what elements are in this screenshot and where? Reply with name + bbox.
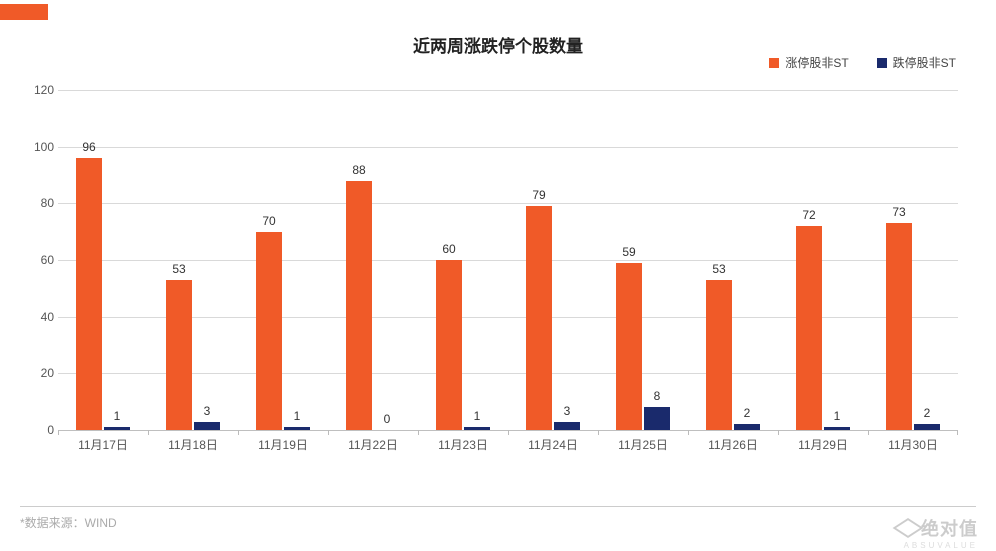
bar-down bbox=[104, 427, 130, 430]
bar-value-label: 59 bbox=[609, 245, 649, 259]
bar-value-label: 2 bbox=[727, 406, 767, 420]
watermark-text: 绝对值 bbox=[921, 515, 978, 541]
bar-up bbox=[616, 263, 642, 430]
bar-value-label: 1 bbox=[97, 409, 137, 423]
legend-item-down: 跌停股非ST bbox=[877, 54, 956, 71]
bar-down bbox=[644, 407, 670, 430]
bar-group: 96111月17日 bbox=[58, 90, 148, 430]
y-tick-label: 60 bbox=[26, 253, 54, 267]
y-tick-label: 20 bbox=[26, 366, 54, 380]
bar-group: 73211月30日 bbox=[868, 90, 958, 430]
x-tick bbox=[328, 430, 329, 435]
bar-value-label: 1 bbox=[277, 409, 317, 423]
x-tick bbox=[238, 430, 239, 435]
x-tick-label: 11月22日 bbox=[328, 436, 418, 453]
bar-value-label: 2 bbox=[907, 406, 947, 420]
x-tick bbox=[868, 430, 869, 435]
bar-value-label: 96 bbox=[69, 140, 109, 154]
legend-label-down: 跌停股非ST bbox=[893, 54, 956, 71]
bar-value-label: 60 bbox=[429, 242, 469, 256]
x-tick-label: 11月26日 bbox=[688, 436, 778, 453]
bar-down bbox=[464, 427, 490, 430]
bar-up bbox=[76, 158, 102, 430]
bar-value-label: 73 bbox=[879, 205, 919, 219]
x-tick-label: 11月19日 bbox=[238, 436, 328, 453]
data-source: *数据来源：WIND bbox=[20, 514, 117, 531]
bar-group: 88011月22日 bbox=[328, 90, 418, 430]
bar-value-label: 1 bbox=[817, 409, 857, 423]
accent-bar bbox=[0, 4, 48, 20]
x-tick bbox=[58, 430, 59, 435]
legend: 涨停股非ST 跌停股非ST bbox=[769, 54, 956, 71]
bar-up bbox=[796, 226, 822, 430]
bar-down bbox=[824, 427, 850, 430]
bar-group: 59811月25日 bbox=[598, 90, 688, 430]
bar-value-label: 79 bbox=[519, 188, 559, 202]
x-tick-label: 11月29日 bbox=[778, 436, 868, 453]
cube-icon bbox=[893, 518, 924, 538]
y-tick-label: 40 bbox=[26, 310, 54, 324]
bar-value-label: 72 bbox=[789, 208, 829, 222]
x-tick-label: 11月24日 bbox=[508, 436, 598, 453]
legend-label-up: 涨停股非ST bbox=[785, 54, 848, 71]
y-tick-label: 100 bbox=[26, 140, 54, 154]
legend-item-up: 涨停股非ST bbox=[769, 54, 848, 71]
watermark-sub: ABSUVALUE bbox=[904, 541, 978, 550]
y-tick-label: 0 bbox=[26, 423, 54, 437]
bar-down bbox=[194, 422, 220, 431]
bar-group: 70111月19日 bbox=[238, 90, 328, 430]
x-tick bbox=[418, 430, 419, 435]
bar-down bbox=[734, 424, 760, 430]
x-tick bbox=[957, 430, 958, 435]
x-tick bbox=[688, 430, 689, 435]
y-tick-label: 80 bbox=[26, 196, 54, 210]
bar-down bbox=[554, 422, 580, 431]
bar-value-label: 53 bbox=[699, 262, 739, 276]
legend-swatch-down bbox=[877, 58, 887, 68]
y-tick-label: 120 bbox=[26, 83, 54, 97]
bar-up bbox=[256, 232, 282, 430]
bar-group: 60111月23日 bbox=[418, 90, 508, 430]
plot: 02040608010012096111月17日53311月18日70111月1… bbox=[58, 90, 958, 430]
bar-value-label: 1 bbox=[457, 409, 497, 423]
x-tick-label: 11月17日 bbox=[58, 436, 148, 453]
bar-up bbox=[886, 223, 912, 430]
x-tick-label: 11月30日 bbox=[868, 436, 958, 453]
bar-group: 79311月24日 bbox=[508, 90, 598, 430]
x-tick bbox=[598, 430, 599, 435]
bar-value-label: 8 bbox=[637, 389, 677, 403]
x-tick bbox=[778, 430, 779, 435]
x-tick bbox=[508, 430, 509, 435]
bar-value-label: 88 bbox=[339, 163, 379, 177]
bar-value-label: 0 bbox=[367, 412, 407, 426]
watermark: 绝对值 bbox=[899, 515, 978, 541]
bar-up bbox=[436, 260, 462, 430]
bar-down bbox=[914, 424, 940, 430]
bar-up bbox=[526, 206, 552, 430]
bar-value-label: 53 bbox=[159, 262, 199, 276]
x-tick-label: 11月25日 bbox=[598, 436, 688, 453]
bar-value-label: 70 bbox=[249, 214, 289, 228]
bar-value-label: 3 bbox=[547, 404, 587, 418]
legend-swatch-up bbox=[769, 58, 779, 68]
bar-group: 72111月29日 bbox=[778, 90, 868, 430]
footer-divider bbox=[20, 506, 976, 507]
x-tick-label: 11月18日 bbox=[148, 436, 238, 453]
chart-area: 02040608010012096111月17日53311月18日70111月1… bbox=[58, 90, 958, 460]
bar-group: 53211月26日 bbox=[688, 90, 778, 430]
bar-up bbox=[346, 181, 372, 430]
bar-value-label: 3 bbox=[187, 404, 227, 418]
x-tick bbox=[148, 430, 149, 435]
x-tick-label: 11月23日 bbox=[418, 436, 508, 453]
bar-down bbox=[284, 427, 310, 430]
bar-group: 53311月18日 bbox=[148, 90, 238, 430]
bar-groups: 96111月17日53311月18日70111月19日88011月22日6011… bbox=[58, 90, 958, 430]
